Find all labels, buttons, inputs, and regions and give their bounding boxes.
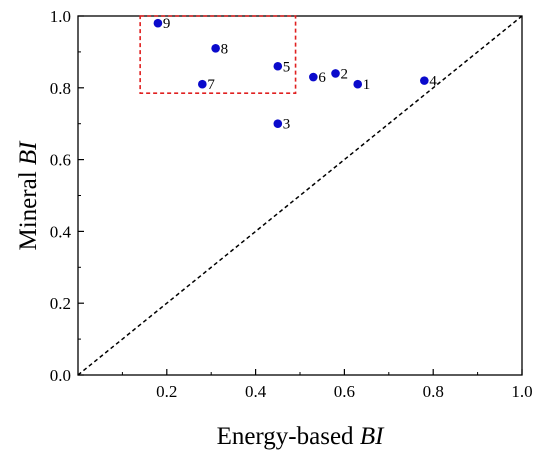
highlight-box xyxy=(139,15,297,94)
data-point-3 xyxy=(273,119,283,128)
y-tick-label: 0.0 xyxy=(50,366,71,385)
y-axis-title: Mineral BI xyxy=(15,140,42,251)
data-point-1 xyxy=(353,79,363,89)
x-tick-label: 1.0 xyxy=(511,382,532,401)
data-point-label-5: 5 xyxy=(283,59,291,75)
axis-ticks xyxy=(78,15,523,376)
data-point-4 xyxy=(420,76,429,85)
overlays xyxy=(77,15,523,376)
data-point-label-1: 1 xyxy=(363,77,371,93)
data-point-2 xyxy=(331,69,340,78)
data-point-label-9: 9 xyxy=(163,16,171,32)
data-point-label-4: 4 xyxy=(429,74,437,90)
data-points: 12 3 4 5 6 7 8 9 xyxy=(153,16,437,133)
x-tick-label: 0.8 xyxy=(423,382,444,401)
data-point-label-7: 7 xyxy=(207,77,215,93)
y-tick-label: 1.0 xyxy=(50,7,71,26)
y-tick-label: 0.4 xyxy=(50,222,72,241)
tick-labels: 0.2 0.4 0.6 0.8 1.0 0.0 0.2 0.4 0.6 0.8 1.0 xyxy=(50,7,533,401)
data-point-label-2: 2 xyxy=(341,66,349,82)
x-tick-label: 0.4 xyxy=(245,382,267,401)
x-axis-title: Energy-based BI xyxy=(217,423,386,450)
data-point-5 xyxy=(273,61,283,71)
data-point-label-8: 8 xyxy=(221,41,229,57)
data-point-8 xyxy=(211,44,220,53)
data-point-7 xyxy=(198,79,207,89)
data-point-6 xyxy=(309,72,318,82)
y-tick-label: 0.6 xyxy=(50,151,71,170)
data-point-9 xyxy=(153,18,163,28)
data-point-label-3: 3 xyxy=(283,117,291,133)
y-tick-label: 0.2 xyxy=(50,294,71,313)
x-tick-label: 0.2 xyxy=(156,382,177,401)
data-point-label-6: 6 xyxy=(318,70,326,86)
diagonal-reference-line xyxy=(77,15,523,376)
y-tick-label: 0.8 xyxy=(50,79,71,98)
x-tick-label: 0.6 xyxy=(334,382,355,401)
